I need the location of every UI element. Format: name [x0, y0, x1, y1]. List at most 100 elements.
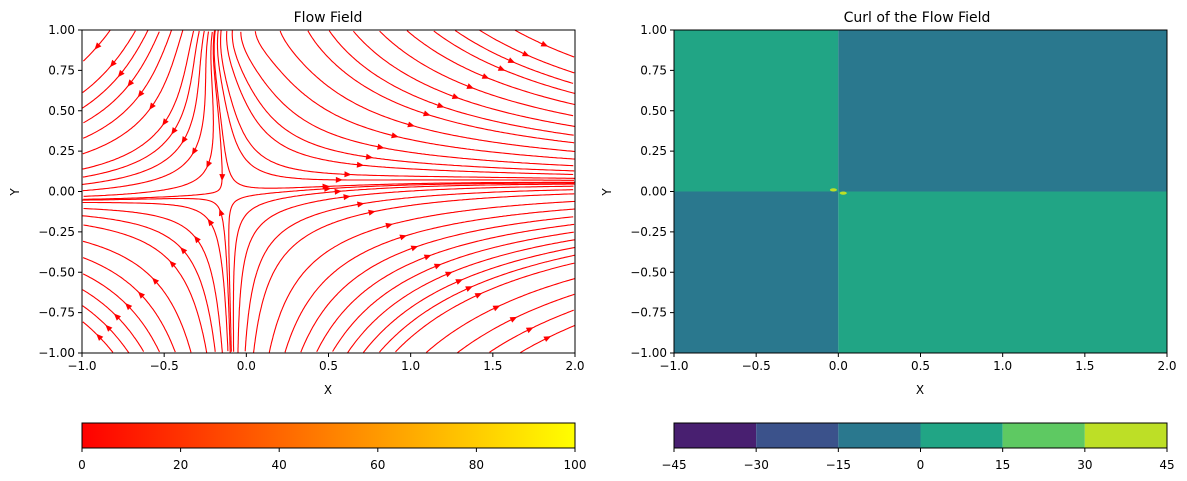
stream-arrow: [466, 83, 474, 89]
stream-arrow: [94, 42, 102, 50]
stream-arrow: [507, 57, 516, 63]
viridis-colorbar-tick-label: −30: [744, 458, 769, 472]
viridis-colorbar-tick-label: 30: [1077, 458, 1092, 472]
viridis-colorbar-level: [756, 423, 839, 448]
stream-arrow: [433, 263, 442, 270]
viridis-colorbar-level: [1002, 423, 1085, 448]
stream-arrow: [322, 183, 330, 190]
stream-arrow: [180, 247, 188, 255]
flow-field-y-tick-label: −1.00: [38, 346, 75, 360]
flow-field-title: Flow Field: [294, 10, 363, 26]
stream-arrow: [110, 59, 117, 68]
viridis-colorbar-tick-label: −15: [826, 458, 851, 472]
curl-x-tick-label: −0.5: [742, 359, 771, 373]
stream-arrow: [219, 208, 225, 217]
flow-field-chart: Flow Field −1.0 −0.5 0.0 0.5 1.0 1.5 2.0 −1.00…: [8, 10, 585, 397]
viridis-colorbar-tick-label: −45: [661, 458, 686, 472]
stream-arrow: [137, 90, 145, 98]
flow-field-xlabel: X: [324, 383, 332, 397]
flow-field-x-tick-label: 0.0: [237, 359, 256, 373]
stream-arrow: [194, 235, 201, 244]
stream-arrow: [343, 194, 351, 201]
flow-field-y-tick-label: −0.50: [38, 265, 75, 279]
flow-field-x-tick-label: 0.5: [319, 359, 338, 373]
stream-arrow: [423, 254, 432, 261]
stream-arrow: [540, 40, 549, 47]
autumn-colorbar-tick-label: 100: [564, 458, 587, 472]
flow-field-y-tick-label: −0.75: [38, 306, 75, 320]
stream-arrow: [125, 303, 133, 311]
viridis-colorbar-level: [920, 423, 1003, 448]
stream-arrows: [94, 40, 551, 342]
stream-arrow: [334, 188, 342, 195]
curl-region: [674, 191, 839, 353]
curl-y-tick-label: −1.00: [630, 346, 667, 360]
stream-arrow: [543, 336, 551, 342]
autumn-colorbar-ticks: 0 20 40 60 80 100: [78, 448, 586, 472]
curl-spike: [839, 191, 847, 195]
flow-field-x-tick-label: 1.5: [483, 359, 502, 373]
curl-title: Curl of the Flow Field: [844, 10, 991, 26]
flow-field-x-tick-label: 1.0: [401, 359, 420, 373]
curl-region: [838, 30, 1167, 192]
stream-arrow: [96, 333, 104, 341]
stream-arrow: [522, 50, 530, 57]
stream-arrow: [474, 293, 483, 299]
stream-arrow: [152, 277, 160, 285]
curl-colorbar: −45 −30 −15 0 15 30 45: [661, 422, 1175, 472]
stream-arrow: [385, 222, 393, 229]
curl-x-tick-label: −1.0: [659, 359, 688, 373]
stream-arrow: [105, 324, 113, 332]
stream-arrow: [219, 174, 226, 182]
curl-y-tick-label: −0.50: [630, 265, 667, 279]
stream-arrow: [436, 102, 445, 108]
viridis-colorbar-tick-label: 45: [1159, 458, 1174, 472]
stream-arrow: [162, 118, 169, 126]
curl-y-tick-label: 1.00: [640, 23, 667, 37]
stream-arrow: [113, 313, 121, 321]
curl-regions: [674, 30, 1167, 353]
curl-region: [674, 30, 839, 192]
flow-field-y-tick-label: −0.25: [38, 225, 75, 239]
curl-ylabel: Y: [600, 188, 614, 197]
stream-arrow: [377, 143, 385, 150]
autumn-colorbar-tick-label: 40: [272, 458, 287, 472]
stream-arrow: [509, 316, 518, 323]
stream-arrow: [357, 201, 365, 208]
curl-x-tick-label: 1.5: [1075, 359, 1094, 373]
stream-arrow: [465, 286, 473, 292]
stream-arrow: [335, 176, 343, 183]
curl-y-axis: −1.00 −0.75 −0.50 −0.25 0.00 0.25 0.50 0.75 1.00: [630, 23, 674, 360]
curl-y-tick-label: 0.00: [640, 185, 667, 199]
stream-arrow: [410, 245, 419, 252]
viridis-colorbar-level: [1084, 423, 1167, 448]
curl-x-axis: −1.0 −0.5 0.0 0.5 1.0 1.5 2.0: [659, 353, 1177, 373]
autumn-colorbar-tick-label: 20: [173, 458, 188, 472]
stream-arrow: [356, 161, 364, 168]
stream-arrow: [455, 279, 463, 285]
curl-spike: [829, 188, 837, 192]
viridis-colorbar-level: [838, 423, 921, 448]
curl-chart: Curl of the Flow Field −1.0 −0.5 0.0 0.5 1.0…: [600, 10, 1177, 397]
viridis-colorbar-tick-label: 0: [917, 458, 925, 472]
flow-field-x-tick-label: −1.0: [67, 359, 96, 373]
curl-y-tick-label: 0.25: [640, 144, 667, 158]
stream-arrow: [481, 73, 490, 79]
stream-arrow: [399, 234, 407, 241]
stream-arrow: [451, 93, 460, 99]
curl-xlabel: X: [916, 383, 924, 397]
stream-arrow: [445, 271, 453, 278]
stream-arrow: [169, 260, 177, 268]
stream-arrow: [207, 218, 215, 227]
stream-arrow: [206, 160, 213, 169]
curl-x-tick-label: 2.0: [1157, 359, 1176, 373]
stream-arrow: [127, 79, 135, 87]
stream-arrow: [407, 121, 415, 128]
stream-arrow: [368, 209, 376, 216]
flow-field-y-tick-label: 0.00: [48, 185, 75, 199]
flow-field-x-axis: −1.0 −0.5 0.0 0.5 1.0 1.5 2.0: [67, 353, 585, 373]
flow-field-y-tick-label: 0.25: [48, 144, 75, 158]
flow-field-y-tick-label: 0.50: [48, 104, 75, 118]
stream-arrow: [191, 147, 198, 155]
flow-field-x-tick-label: 2.0: [565, 359, 584, 373]
